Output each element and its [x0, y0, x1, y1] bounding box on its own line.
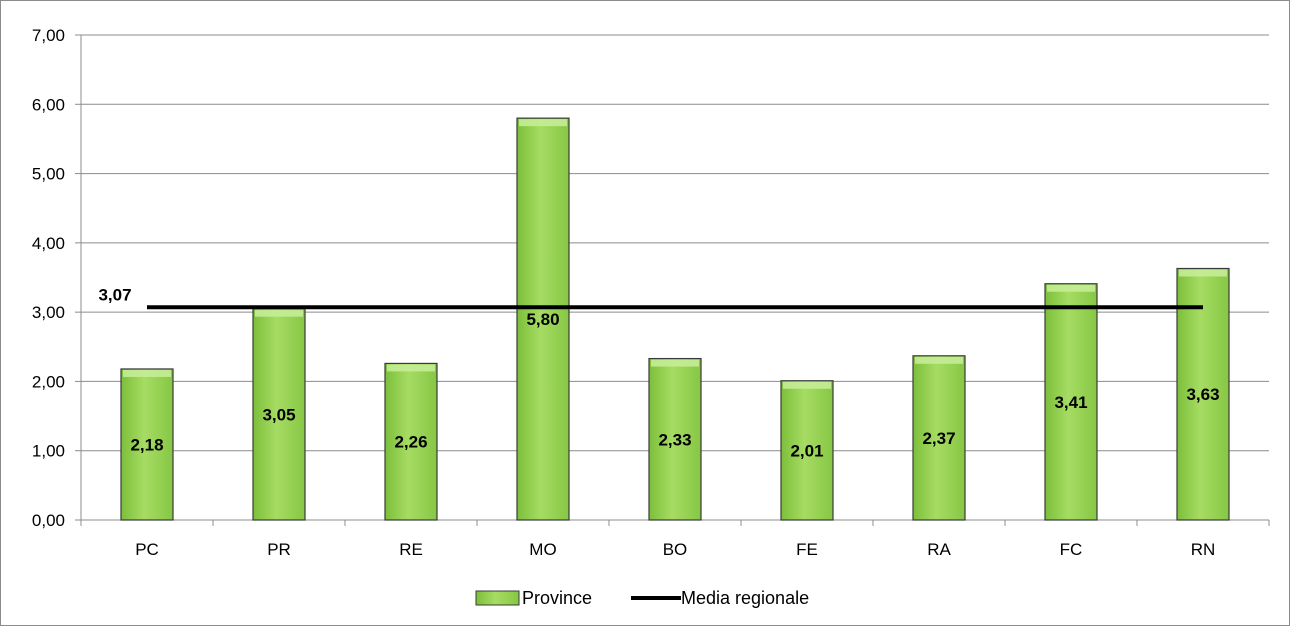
bar-rn — [1176, 267, 1230, 521]
bar-re — [384, 362, 438, 521]
x-tick-label: PR — [267, 540, 291, 559]
bar-bevel — [387, 364, 435, 372]
bar-ra — [912, 355, 966, 521]
bar-bevel — [1179, 269, 1227, 277]
x-tick-label: BO — [663, 540, 688, 559]
legend-label-province: Province — [522, 588, 592, 608]
data-label: 2,01 — [790, 441, 823, 460]
bar-fe — [780, 380, 834, 521]
bar-fc — [1044, 283, 1098, 521]
data-label: 2,18 — [130, 435, 163, 454]
bar-bevel — [123, 369, 171, 377]
x-tick-label: RN — [1191, 540, 1216, 559]
x-tick-label: FC — [1060, 540, 1083, 559]
bar-bevel — [783, 381, 831, 389]
x-tick-label: FE — [796, 540, 818, 559]
x-tick-label: RA — [927, 540, 951, 559]
y-tick-label: 2,00 — [32, 372, 65, 391]
bar-bo — [648, 357, 702, 521]
y-tick-label: 0,00 — [32, 511, 65, 530]
y-tick-label: 6,00 — [32, 95, 65, 114]
data-label: 2,33 — [658, 430, 691, 449]
x-tick-label: PC — [135, 540, 159, 559]
data-labels: 2,18 3,05 2,26 5,80 2,33 2,01 2,37 3,41 3,63 3,07 — [98, 285, 1219, 460]
bar-bevel — [1047, 284, 1095, 292]
data-label: 2,37 — [922, 429, 955, 448]
legend-label-average: Media regionale — [681, 588, 809, 608]
y-tick-label: 4,00 — [32, 234, 65, 253]
bar-bevel — [915, 356, 963, 364]
y-tick-label: 7,00 — [32, 26, 65, 45]
bar-mo — [516, 117, 570, 521]
bar-bevel — [651, 359, 699, 367]
legend: Province Media regionale — [475, 588, 809, 608]
bar-pr — [252, 308, 306, 521]
bar-bevel — [255, 309, 303, 317]
y-tick-label: 3,00 — [32, 303, 65, 322]
data-label: 3,63 — [1186, 385, 1219, 404]
x-tick-label: RE — [399, 540, 423, 559]
y-tick-label: 1,00 — [32, 442, 65, 461]
legend-swatch-province — [475, 590, 520, 606]
data-label: 5,80 — [526, 310, 559, 329]
bar-pc — [120, 368, 174, 521]
average-value-label: 3,07 — [98, 285, 131, 304]
data-label: 2,26 — [394, 433, 427, 452]
data-label: 3,41 — [1054, 393, 1087, 412]
x-tick-label: MO — [529, 540, 556, 559]
bars — [120, 117, 1230, 521]
data-label: 3,05 — [262, 405, 295, 424]
y-tick-label: 5,00 — [32, 165, 65, 184]
bar-bevel — [519, 119, 567, 127]
